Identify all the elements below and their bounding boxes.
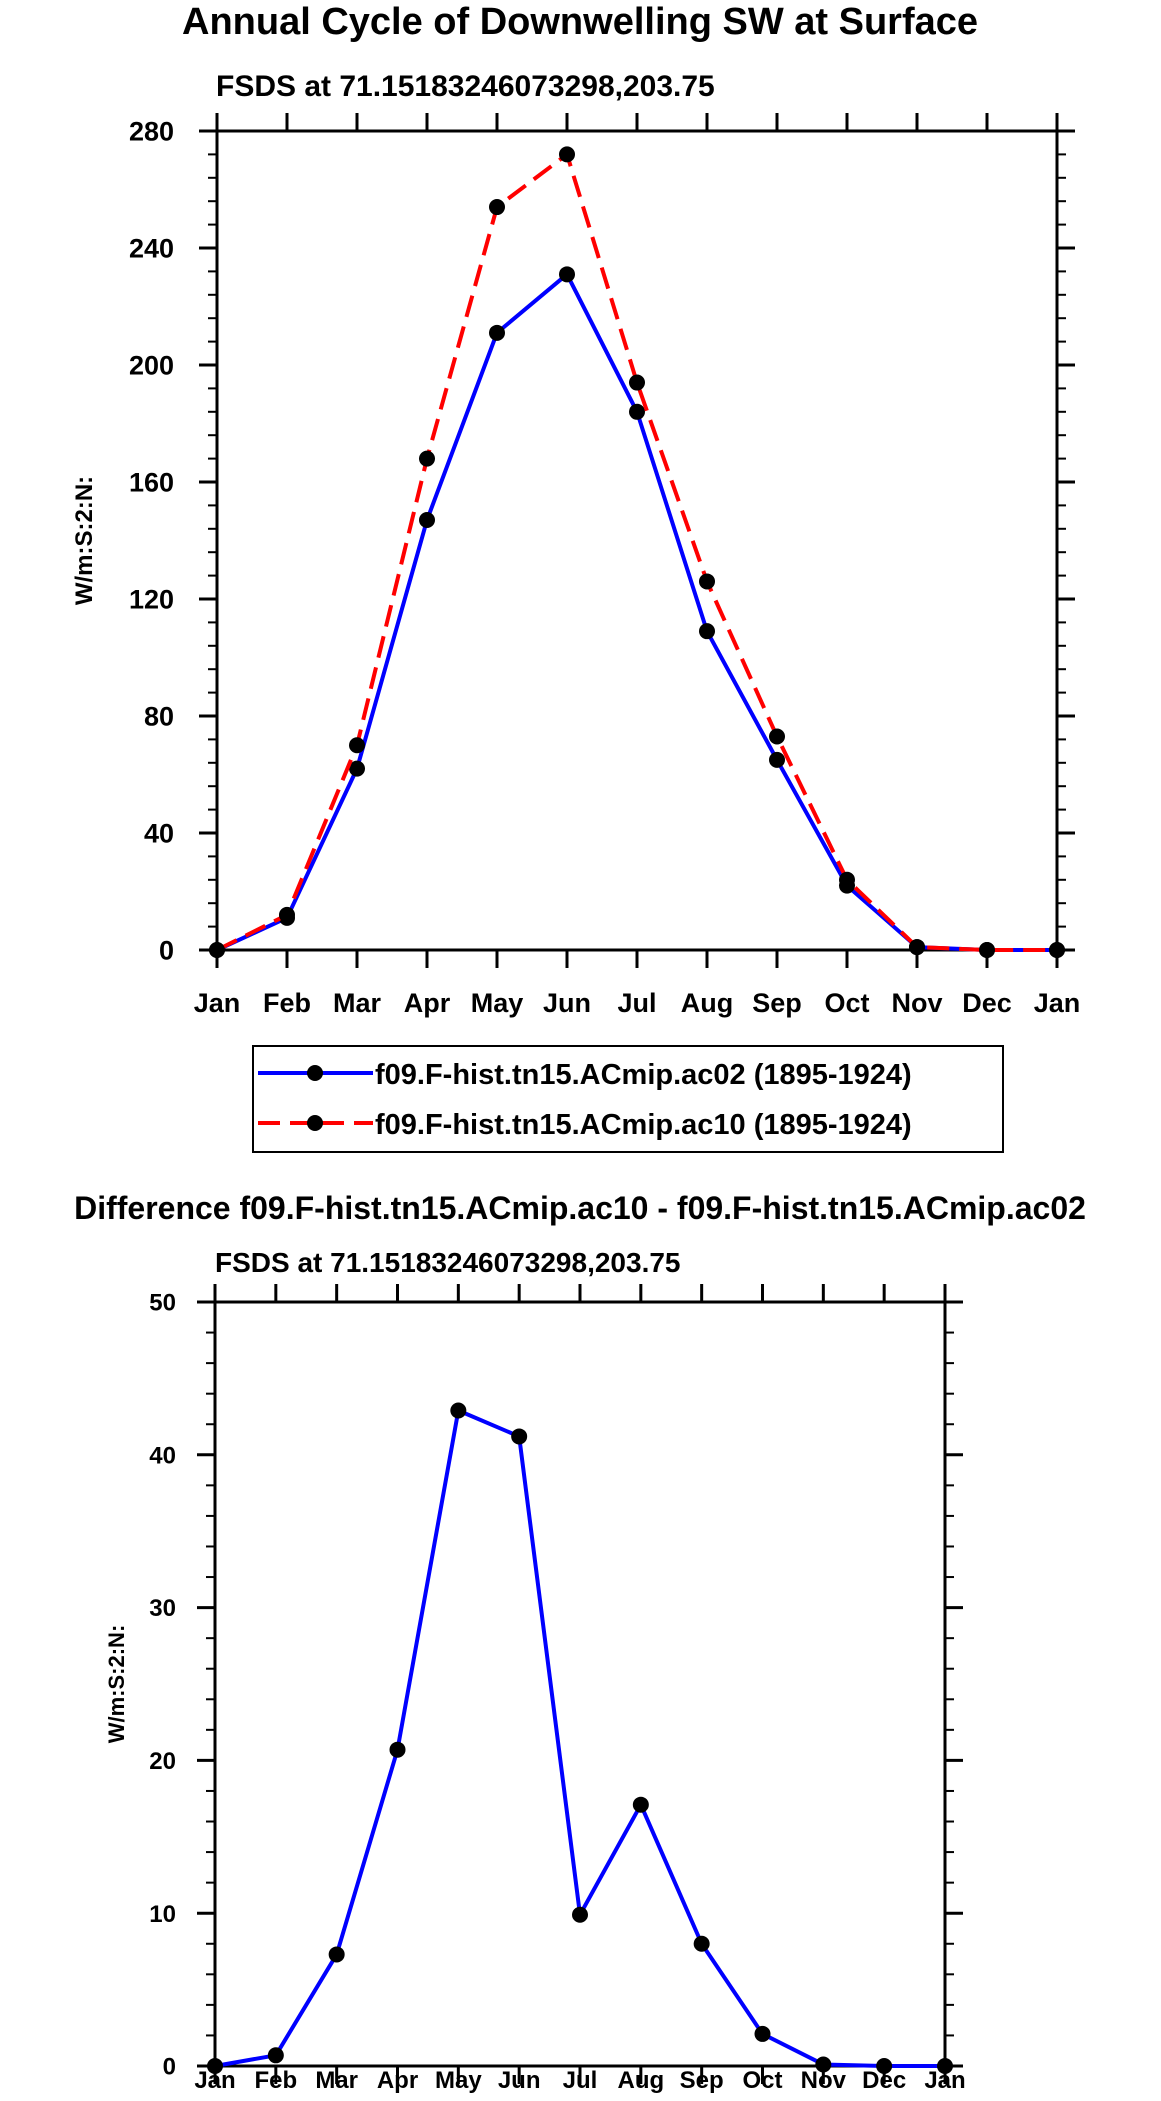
x-tick-label: Feb [263, 988, 311, 1018]
y-axis-label: W/m:S:2:N: [71, 476, 98, 605]
x-tick-label: Dec [962, 988, 1012, 1018]
data-point-s0-12 [937, 2058, 953, 2074]
y-tick-label: 20 [149, 1748, 176, 1775]
data-point-s1-3 [419, 450, 435, 467]
data-point-s1-11 [979, 942, 995, 958]
data-point-s1-5 [559, 146, 575, 163]
legend-marker-1 [307, 1115, 323, 1131]
data-point-s0-4 [489, 324, 505, 341]
data-point-s0-1 [267, 2047, 284, 2064]
legend-label-0: f09.F-hist.tn15.ACmip.ac02 (1895-1924) [375, 1059, 912, 1091]
data-point-s0-3 [389, 1741, 406, 1758]
data-point-s0-5 [511, 1428, 528, 1445]
y-tick-label: 240 [129, 234, 174, 264]
x-tick-label: Sep [680, 2067, 724, 2094]
chart-annual-cycle: Annual Cycle of Downwelling SW at Surfac… [71, 1, 1081, 1153]
y-tick-label: 0 [163, 2054, 176, 2081]
x-tick-label: May [435, 2067, 482, 2094]
data-point-s0-4 [450, 1402, 467, 1419]
data-point-s0-3 [419, 512, 435, 529]
data-point-s0-10 [815, 2056, 832, 2073]
x-tick-label: Oct [824, 988, 869, 1018]
x-tick-label: Feb [254, 2067, 297, 2094]
data-point-s0-2 [349, 760, 365, 777]
data-point-s1-0 [209, 942, 225, 958]
x-tick-label: Jul [617, 988, 656, 1018]
x-tick-label: Sep [752, 988, 802, 1018]
y-tick-label: 0 [159, 936, 174, 966]
x-tick-label: Apr [377, 2067, 418, 2094]
y-tick-label: 80 [144, 702, 174, 732]
data-point-s0-8 [693, 1935, 710, 1952]
data-point-s1-4 [489, 199, 505, 216]
data-point-s1-9 [839, 871, 855, 888]
data-point-s0-11 [876, 2058, 893, 2074]
chart-subtitle: FSDS at 71.15183246073298,203.75 [216, 70, 715, 103]
x-tick-label: Oct [742, 2067, 782, 2094]
data-point-s1-8 [769, 728, 785, 745]
x-tick-label: Mar [315, 2067, 358, 2094]
y-tick-label: 200 [129, 351, 174, 381]
data-point-s1-10 [909, 939, 925, 956]
x-tick-label: Jan [194, 988, 241, 1018]
y-tick-label: 40 [149, 1442, 176, 1469]
data-point-s1-1 [279, 906, 295, 923]
data-point-s0-5 [559, 266, 575, 283]
x-tick-label: May [471, 988, 524, 1018]
series-line-1 [216, 152, 1057, 952]
data-point-s0-6 [629, 403, 645, 420]
y-tick-label: 280 [129, 117, 174, 147]
chart-subtitle: FSDS at 71.15183246073298,203.75 [215, 1247, 681, 1278]
legend-marker-0 [307, 1065, 323, 1081]
data-point-s0-7 [699, 623, 715, 640]
series-line-0 [214, 1408, 945, 2068]
x-tick-label: Mar [333, 988, 382, 1018]
x-tick-label: Nov [891, 988, 942, 1018]
data-point-s0-0 [207, 2058, 223, 2074]
data-point-s0-8 [769, 751, 785, 768]
y-tick-label: 120 [129, 585, 174, 615]
plot-frame [215, 129, 1059, 952]
chart-title: Difference f09.F-hist.tn15.ACmip.ac10 - … [74, 1190, 1086, 1226]
y-tick-label: 50 [149, 1290, 176, 1317]
chart-title: Annual Cycle of Downwelling SW at Surfac… [182, 1, 978, 43]
legend-label-1: f09.F-hist.tn15.ACmip.ac10 (1895-1924) [375, 1109, 912, 1141]
data-point-s1-12 [1049, 942, 1065, 958]
chart-difference: Difference f09.F-hist.tn15.ACmip.ac10 - … [74, 1190, 1086, 2094]
y-tick-label: 30 [149, 1595, 176, 1622]
y-axis-label: W/m:S:2:N: [104, 1625, 129, 1744]
data-point-s0-2 [328, 1946, 345, 1963]
y-tick-label: 40 [144, 819, 174, 849]
data-point-s0-7 [632, 1796, 649, 1813]
plot-frame [213, 1300, 947, 2068]
data-point-s1-2 [349, 737, 365, 754]
x-tick-label: Jun [543, 988, 591, 1018]
x-tick-label: Jul [563, 2067, 598, 2094]
y-tick-label: 160 [129, 468, 174, 498]
y-tick-label: 10 [149, 1901, 176, 1928]
x-tick-label: Jun [498, 2067, 541, 2094]
legend-box [252, 1045, 1004, 1153]
x-tick-label: Apr [404, 988, 451, 1018]
x-tick-label: Jan [1034, 988, 1081, 1018]
data-point-s0-6 [572, 1906, 588, 1923]
data-point-s0-9 [754, 2025, 771, 2042]
data-point-s1-7 [699, 573, 715, 590]
data-point-s1-6 [629, 374, 645, 391]
x-tick-label: Aug [681, 988, 733, 1018]
x-tick-label: Aug [618, 2067, 665, 2094]
